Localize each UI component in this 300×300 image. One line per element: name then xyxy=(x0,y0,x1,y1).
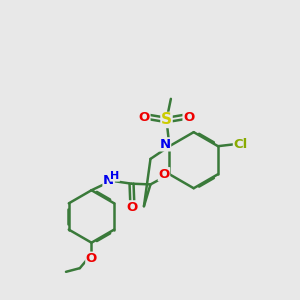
Text: O: O xyxy=(183,110,194,124)
Text: O: O xyxy=(127,201,138,214)
Text: N: N xyxy=(160,138,171,151)
Text: N: N xyxy=(103,174,114,187)
Text: Cl: Cl xyxy=(233,138,248,151)
Text: O: O xyxy=(158,168,169,181)
Text: H: H xyxy=(110,171,119,181)
Text: O: O xyxy=(86,252,97,265)
Text: S: S xyxy=(161,112,172,128)
Text: O: O xyxy=(139,110,150,124)
